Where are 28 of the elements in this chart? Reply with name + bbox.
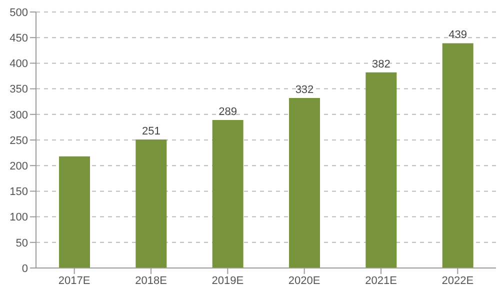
y-tick-label: 150 <box>10 186 28 198</box>
y-tick-label: 200 <box>10 160 28 173</box>
bar <box>212 120 244 268</box>
y-tick-label: 300 <box>10 109 28 122</box>
bar <box>366 72 397 268</box>
y-tick-label: 400 <box>10 58 28 70</box>
data-label: 251 <box>142 125 160 138</box>
y-tick-label: 450 <box>10 32 28 45</box>
x-tick-label: 2017E <box>58 274 90 287</box>
y-tick-label: 50 <box>16 237 28 250</box>
x-tick-label: 2020E <box>288 274 320 287</box>
bar <box>59 156 90 268</box>
x-tick-label: 2018E <box>135 274 167 287</box>
bar <box>289 98 320 268</box>
y-tick-label: 350 <box>10 84 28 96</box>
y-tick-label: 500 <box>10 6 28 19</box>
data-label: 332 <box>295 84 314 96</box>
y-tick-label: 250 <box>10 134 28 147</box>
y-tick-label: 0 <box>22 262 28 275</box>
data-label: 439 <box>448 29 468 42</box>
x-tick-label: 2021E <box>365 274 397 287</box>
x-tick-label: 2022E <box>442 274 474 287</box>
bar <box>442 43 474 268</box>
data-label: 289 <box>218 106 238 118</box>
data-label: 382 <box>372 58 390 70</box>
y-tick-label: 100 <box>10 212 28 224</box>
x-tick-label: 2019E <box>212 274 244 287</box>
bar <box>136 139 167 268</box>
